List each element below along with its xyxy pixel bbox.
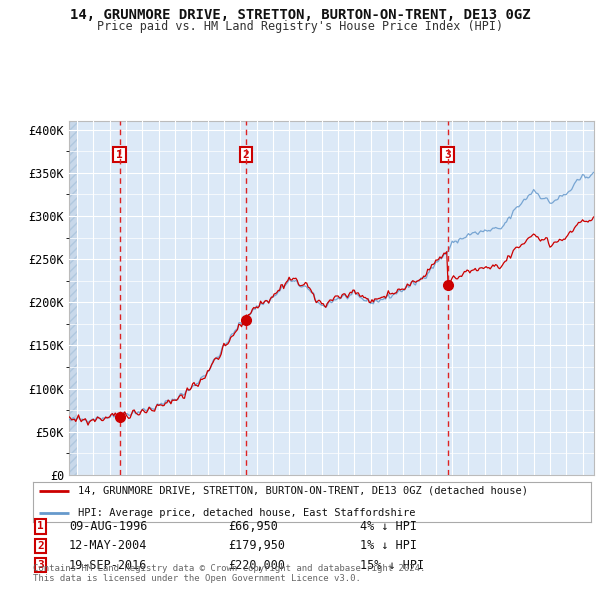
Text: £179,950: £179,950 bbox=[228, 539, 285, 552]
Text: 19-SEP-2016: 19-SEP-2016 bbox=[69, 559, 148, 572]
Text: 09-AUG-1996: 09-AUG-1996 bbox=[69, 520, 148, 533]
Text: 1% ↓ HPI: 1% ↓ HPI bbox=[360, 539, 417, 552]
Bar bbox=[69, 121, 77, 475]
Text: £66,950: £66,950 bbox=[228, 520, 278, 533]
Text: 2: 2 bbox=[37, 541, 44, 550]
Text: HPI: Average price, detached house, East Staffordshire: HPI: Average price, detached house, East… bbox=[77, 509, 415, 519]
Text: 12-MAY-2004: 12-MAY-2004 bbox=[69, 539, 148, 552]
Text: 1: 1 bbox=[37, 522, 44, 531]
Text: Price paid vs. HM Land Registry's House Price Index (HPI): Price paid vs. HM Land Registry's House … bbox=[97, 20, 503, 33]
Text: £220,000: £220,000 bbox=[228, 559, 285, 572]
Text: 2: 2 bbox=[243, 150, 250, 159]
Text: 14, GRUNMORE DRIVE, STRETTON, BURTON-ON-TRENT, DE13 0GZ: 14, GRUNMORE DRIVE, STRETTON, BURTON-ON-… bbox=[70, 8, 530, 22]
Text: 15% ↓ HPI: 15% ↓ HPI bbox=[360, 559, 424, 572]
Text: Contains HM Land Registry data © Crown copyright and database right 2024.
This d: Contains HM Land Registry data © Crown c… bbox=[33, 563, 425, 583]
Text: 3: 3 bbox=[444, 150, 451, 159]
Text: 1: 1 bbox=[116, 150, 123, 159]
Text: 4% ↓ HPI: 4% ↓ HPI bbox=[360, 520, 417, 533]
Text: 3: 3 bbox=[37, 560, 44, 570]
Text: 14, GRUNMORE DRIVE, STRETTON, BURTON-ON-TRENT, DE13 0GZ (detached house): 14, GRUNMORE DRIVE, STRETTON, BURTON-ON-… bbox=[77, 486, 527, 496]
